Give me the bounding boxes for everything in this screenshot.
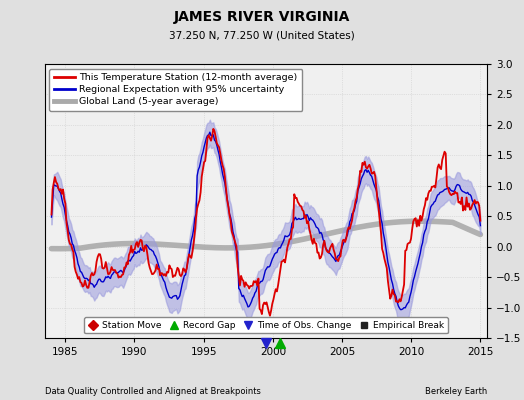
Text: Berkeley Earth: Berkeley Earth — [425, 387, 487, 396]
Text: JAMES RIVER VIRGINIA: JAMES RIVER VIRGINIA — [174, 10, 350, 24]
Legend: Station Move, Record Gap, Time of Obs. Change, Empirical Break: Station Move, Record Gap, Time of Obs. C… — [84, 317, 448, 334]
Text: 37.250 N, 77.250 W (United States): 37.250 N, 77.250 W (United States) — [169, 30, 355, 40]
Text: Data Quality Controlled and Aligned at Breakpoints: Data Quality Controlled and Aligned at B… — [45, 387, 260, 396]
